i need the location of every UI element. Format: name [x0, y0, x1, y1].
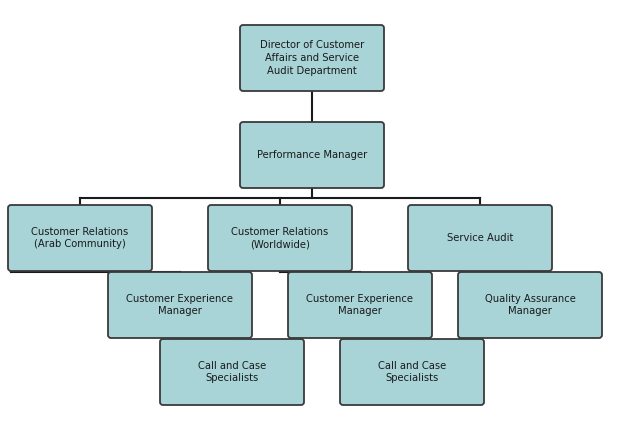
Text: Director of Customer
Affairs and Service
Audit Department: Director of Customer Affairs and Service…: [260, 40, 364, 76]
Text: Performance Manager: Performance Manager: [257, 150, 367, 160]
FancyBboxPatch shape: [240, 25, 384, 91]
FancyBboxPatch shape: [8, 205, 152, 271]
Text: Customer Relations
(Arab Community): Customer Relations (Arab Community): [31, 227, 129, 249]
FancyBboxPatch shape: [108, 272, 252, 338]
Text: Customer Relations
(Worldwide): Customer Relations (Worldwide): [232, 227, 329, 249]
FancyBboxPatch shape: [208, 205, 352, 271]
Text: Call and Case
Specialists: Call and Case Specialists: [198, 360, 266, 383]
FancyBboxPatch shape: [240, 122, 384, 188]
FancyBboxPatch shape: [458, 272, 602, 338]
Text: Customer Experience
Manager: Customer Experience Manager: [127, 294, 233, 317]
Text: Customer Experience
Manager: Customer Experience Manager: [306, 294, 414, 317]
FancyBboxPatch shape: [408, 205, 552, 271]
Text: Quality Assurance
Manager: Quality Assurance Manager: [485, 294, 575, 317]
Text: Service Audit: Service Audit: [447, 233, 513, 243]
Text: Call and Case
Specialists: Call and Case Specialists: [378, 360, 446, 383]
FancyBboxPatch shape: [160, 339, 304, 405]
FancyBboxPatch shape: [288, 272, 432, 338]
FancyBboxPatch shape: [340, 339, 484, 405]
